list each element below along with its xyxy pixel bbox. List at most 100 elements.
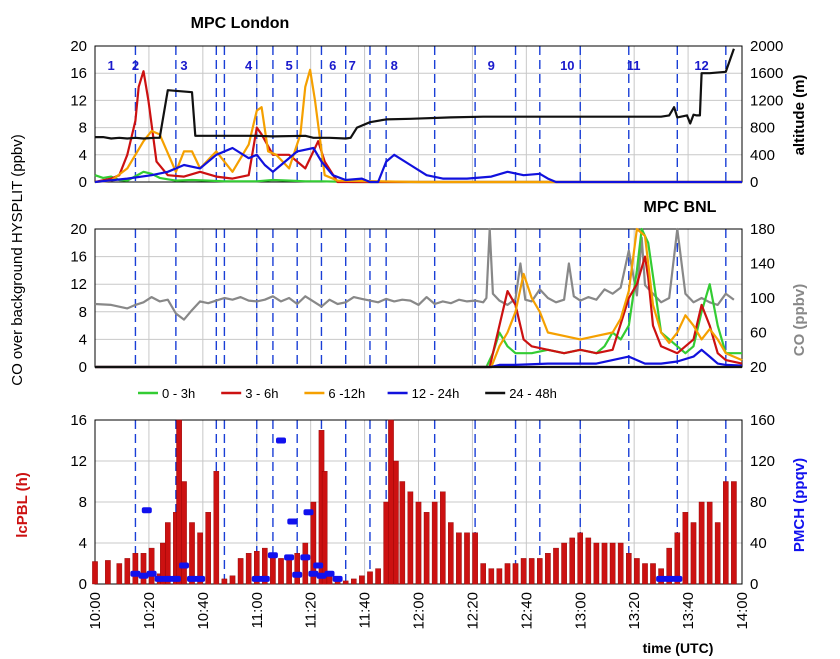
point-pmch — [313, 562, 324, 569]
bar-lcpbl — [359, 575, 365, 585]
panel-mpc-bnl: 0 4 8 12 16 20 20 60 100 140 180 — [70, 221, 775, 376]
bar-lcpbl — [237, 558, 244, 585]
bar-lcpbl — [294, 553, 301, 585]
point-pmch — [146, 570, 157, 577]
point-pmch — [664, 575, 675, 582]
x-tick-label: 10:20 — [141, 592, 158, 630]
series-line-12-24h — [95, 348, 743, 369]
series-line-0-3h — [95, 227, 742, 369]
legend-label: 3 - 6h — [245, 386, 278, 401]
bar-lcpbl — [278, 558, 284, 585]
y-tick-left: 12 — [70, 92, 87, 109]
segment-label: 4 — [245, 58, 253, 73]
x-axis-label: time (UTC) — [643, 640, 714, 656]
point-pmch — [324, 570, 335, 577]
bar-lcpbl — [197, 532, 203, 585]
y-tick-right: 20 — [750, 359, 767, 376]
x-tick-label: 10:40 — [195, 592, 212, 630]
segment-label: 11 — [627, 58, 641, 73]
bar-lcpbl — [124, 558, 131, 585]
legend-label: 0 - 3h — [162, 386, 195, 401]
legend-label: 12 - 24h — [412, 386, 460, 401]
bar-lcpbl — [393, 460, 399, 585]
segment-label: 2 — [132, 58, 139, 73]
point-pmch — [303, 509, 314, 516]
y-tick-left: 4 — [79, 331, 87, 348]
bar-lcpbl — [407, 491, 414, 585]
y-tick-right: 1600 — [750, 65, 783, 82]
y-tick-left: 12 — [70, 276, 87, 293]
bar-lcpbl — [229, 575, 236, 585]
segment-label: 10 — [560, 58, 574, 73]
y-axis-label-hysplit: CO over background HYSPLIT (ppbv) — [9, 134, 26, 386]
y-tick-left: 20 — [70, 221, 87, 238]
bar-lcpbl — [472, 532, 478, 585]
point-pmch — [300, 554, 311, 561]
point-pmch — [284, 554, 295, 561]
bar-lcpbl — [415, 501, 422, 585]
point-pmch — [656, 575, 667, 582]
y-tick-right: 80 — [750, 494, 767, 511]
bar-lcpbl — [448, 522, 454, 585]
y-tick-left: 0 — [79, 359, 87, 376]
y-tick-right: 800 — [750, 120, 775, 137]
bar-lcpbl — [140, 553, 147, 585]
segment-label: 12 — [694, 58, 708, 73]
y-tick-left: 4 — [79, 147, 87, 164]
series-line-24-48h — [95, 48, 735, 140]
bar-lcpbl — [706, 501, 713, 585]
x-tick-label: 12:00 — [411, 592, 428, 630]
y-tick-right: 1200 — [750, 92, 783, 109]
bar-lcpbl — [302, 542, 309, 585]
bar-lcpbl — [577, 532, 583, 585]
bar-lcpbl — [609, 542, 616, 585]
chart-title-london: MPC London — [191, 15, 290, 32]
bar-lcpbl — [674, 532, 681, 585]
x-tick-label: 12:40 — [518, 592, 535, 630]
chart-title-bnl: MPC BNL — [644, 199, 717, 216]
point-pmch — [130, 570, 141, 577]
bar-lcpbl — [213, 471, 220, 585]
y-tick-left: 20 — [70, 38, 87, 55]
y-tick-left: 8 — [79, 304, 87, 321]
y-tick-left: 4 — [79, 535, 87, 552]
point-pmch — [170, 575, 181, 582]
bar-lcpbl — [189, 522, 195, 585]
y-tick-right: 160 — [750, 412, 775, 429]
bar-lcpbl — [423, 512, 430, 585]
bar-lcpbl — [626, 553, 632, 585]
bar-lcpbl — [92, 561, 98, 585]
y-axis-label-lcpbl: lcPBL (h) — [14, 472, 31, 538]
bar-lcpbl — [634, 558, 640, 585]
bar-lcpbl — [383, 501, 390, 585]
bar-lcpbl — [601, 542, 608, 585]
y-tick-right: 0 — [750, 576, 758, 593]
y-tick-right: 140 — [750, 256, 775, 273]
y-tick-right: 2000 — [750, 38, 783, 55]
bar-lcpbl — [528, 558, 535, 585]
x-tick-label: 14:00 — [734, 592, 751, 630]
x-tick-label: 12:20 — [464, 592, 481, 630]
bar-lcpbl — [561, 542, 567, 585]
x-tick-label: 13:40 — [680, 592, 697, 630]
bar-lcpbl — [545, 553, 551, 585]
y-axis-label-co: CO (ppbv) — [791, 284, 808, 357]
bar-lcpbl — [342, 580, 349, 585]
bar-lcpbl — [569, 537, 575, 585]
point-pmch — [251, 575, 262, 582]
bar-lcpbl — [176, 419, 182, 585]
bar-lcpbl — [351, 578, 357, 585]
y-axis-label-pmch: PMCH (ppqv) — [791, 458, 808, 552]
y-tick-right: 40 — [750, 535, 767, 552]
point-pmch — [138, 572, 149, 579]
bar-lcpbl — [431, 501, 438, 585]
segment-label: 7 — [349, 58, 356, 73]
bar-lcpbl — [245, 553, 252, 585]
bar-lcpbl — [488, 568, 495, 585]
legend: 0 - 3h 3 - 6h 6 -12h 12 - 24h 24 - 48h — [138, 386, 557, 401]
bar-lcpbl — [512, 563, 519, 585]
bar-lcpbl — [321, 471, 328, 585]
bar-lcpbl — [723, 481, 729, 585]
bar-lcpbl — [642, 563, 648, 585]
